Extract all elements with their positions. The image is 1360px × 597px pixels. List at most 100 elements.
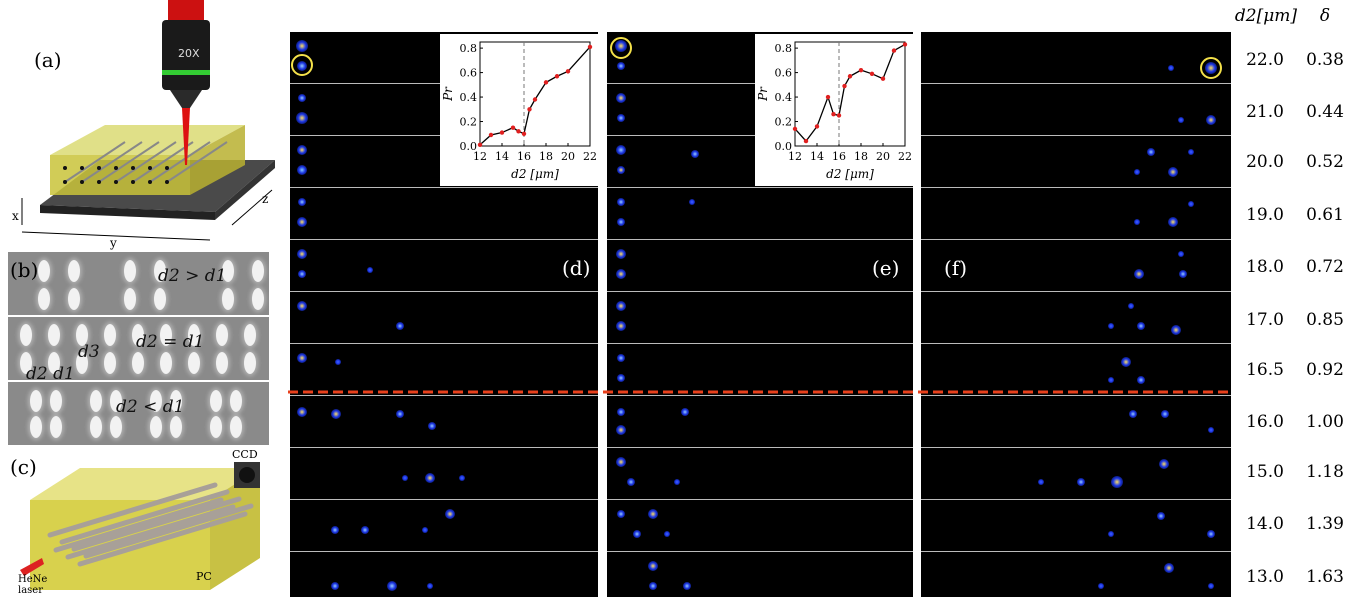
fabrication-schematic: x y z 20X xyxy=(12,0,275,250)
waveguide-ellipse xyxy=(68,260,80,282)
intensity-spot xyxy=(297,217,307,227)
intensity-strip xyxy=(921,344,1231,396)
inset-xtick-label: 14 xyxy=(810,150,824,163)
intensity-spot xyxy=(1179,270,1187,278)
waveguide-ellipse xyxy=(252,288,264,310)
waveguide-ellipse xyxy=(154,288,166,310)
inset-data-point xyxy=(869,71,875,77)
waveguide-ellipse xyxy=(50,390,62,412)
waveguide-ellipse xyxy=(76,324,88,346)
axis-x-label: x xyxy=(12,209,19,223)
inset-xtick-label: 20 xyxy=(561,150,575,163)
waveguide-ellipse xyxy=(252,260,264,282)
intensity-spot xyxy=(617,218,625,226)
highlight-circle xyxy=(610,37,632,59)
waveguide-ellipse xyxy=(244,352,256,374)
inset-ylabel: Pr xyxy=(441,86,455,102)
intensity-spot xyxy=(1134,169,1140,175)
intensity-spot xyxy=(1038,479,1044,485)
panel-label-f: (f) xyxy=(944,256,968,280)
waveguide-ellipse xyxy=(30,416,42,438)
intensity-spot xyxy=(331,409,341,419)
inset-xtick-label: 14 xyxy=(495,150,509,163)
intensity-spot xyxy=(616,249,626,259)
inset-data-point xyxy=(891,48,897,53)
intensity-spot xyxy=(297,353,307,363)
waveguide-ellipse xyxy=(170,390,182,412)
intensity-strip xyxy=(290,188,598,240)
intensity-strip xyxy=(290,240,598,292)
intensity-spot xyxy=(616,321,626,331)
inset-data-point xyxy=(858,67,864,73)
intensity-spot xyxy=(616,301,626,311)
intensity-strip xyxy=(607,188,913,240)
inset-ytick-label: 0.6 xyxy=(775,67,793,80)
waveguide-ellipse xyxy=(20,324,32,346)
intensity-strip xyxy=(607,552,913,597)
table-delta-value: 1.18 xyxy=(1306,462,1344,482)
inset-data-point xyxy=(527,107,532,112)
waveguide-ellipse xyxy=(230,416,242,438)
inset-data-point xyxy=(565,69,571,74)
intensity-spot xyxy=(1208,583,1214,589)
table-d2-value: 17.0 xyxy=(1246,310,1284,330)
table-delta-value: 0.44 xyxy=(1306,102,1344,122)
intensity-spot xyxy=(1168,167,1178,177)
intensity-spot xyxy=(1108,377,1114,383)
table-delta-value: 1.63 xyxy=(1306,567,1344,587)
inset-xlabel: d2 [μm] xyxy=(511,167,559,181)
intensity-spot xyxy=(402,475,408,481)
intensity-spot xyxy=(297,145,307,155)
micrograph-row2-d3: d3 xyxy=(78,342,100,362)
intensity-spot xyxy=(367,267,373,273)
inset-data-point xyxy=(554,74,560,79)
intensity-spot xyxy=(296,112,308,124)
waveguide-ellipse xyxy=(154,260,166,282)
micrograph-panel: d2 > d1 d2 = d1 d3 d2 d1 d2 < d1 xyxy=(8,252,269,445)
intensity-spot xyxy=(425,473,435,483)
table-d2-value: 13.0 xyxy=(1246,567,1284,587)
intensity-spot xyxy=(616,457,626,467)
intensity-spot xyxy=(1161,410,1169,418)
inset-data-point xyxy=(880,76,886,81)
intensity-strip xyxy=(921,448,1231,500)
waveguide-ellipse xyxy=(68,288,80,310)
intensity-spot xyxy=(1111,476,1123,488)
waveguide-ellipse xyxy=(76,352,88,374)
intensity-strip xyxy=(921,552,1231,597)
intensity-spot xyxy=(1077,478,1085,486)
intensity-spot xyxy=(616,425,626,435)
intensity-panel-f xyxy=(921,32,1231,597)
waveguide-ellipse xyxy=(132,352,144,374)
intensity-spot xyxy=(689,199,695,205)
inset-data-point xyxy=(825,94,831,100)
intensity-spot xyxy=(648,561,658,571)
inset-data-point xyxy=(842,83,847,89)
intensity-spot xyxy=(617,166,625,174)
intensity-spot xyxy=(335,359,341,365)
intensity-spot xyxy=(617,408,625,416)
intensity-spot xyxy=(617,114,625,122)
waveguide-ellipse xyxy=(160,352,172,374)
axis-z-label: z xyxy=(262,192,268,206)
intensity-spot xyxy=(396,322,404,330)
table-delta-value: 0.72 xyxy=(1306,257,1344,277)
intensity-spot xyxy=(1208,427,1214,433)
inset-data-point xyxy=(587,44,593,50)
table-d2-value: 18.0 xyxy=(1246,257,1284,277)
panel-label-d: (d) xyxy=(562,256,591,280)
intensity-spot xyxy=(648,509,658,519)
inset-data-point xyxy=(532,97,538,102)
inset-data-point xyxy=(499,130,505,135)
critical-divider xyxy=(288,390,1233,394)
inset-data-point xyxy=(814,124,820,129)
intensity-spot xyxy=(427,583,433,589)
intensity-strip xyxy=(290,344,598,396)
intensity-spot xyxy=(674,479,680,485)
waveguide-ellipse xyxy=(110,390,122,412)
waveguide-ellipse xyxy=(188,324,200,346)
table-d2-value: 22.0 xyxy=(1246,50,1284,70)
table-delta-value: 0.85 xyxy=(1306,310,1344,330)
intensity-spot xyxy=(1134,269,1144,279)
inset-ytick-label: 0.2 xyxy=(775,116,793,129)
